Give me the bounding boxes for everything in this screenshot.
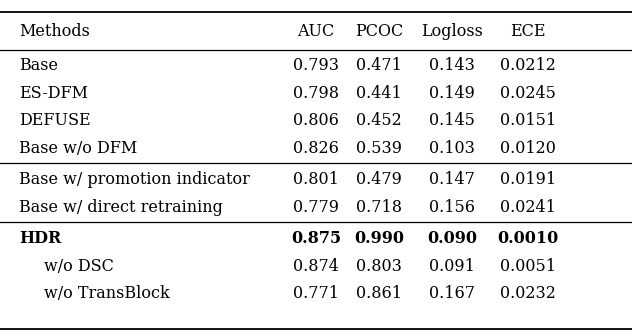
Text: Base w/ direct retraining: Base w/ direct retraining	[19, 199, 223, 216]
Text: 0.861: 0.861	[356, 286, 402, 302]
Text: 0.0245: 0.0245	[500, 85, 556, 101]
Text: Base w/ promotion indicator: Base w/ promotion indicator	[19, 171, 250, 188]
Text: 0.143: 0.143	[429, 57, 475, 74]
Text: 0.803: 0.803	[356, 258, 402, 275]
Text: ECE: ECE	[510, 24, 545, 40]
Text: w/o TransBlock: w/o TransBlock	[44, 286, 170, 302]
Text: PCOC: PCOC	[355, 24, 403, 40]
Text: 0.771: 0.771	[293, 286, 339, 302]
Text: 0.990: 0.990	[354, 230, 404, 247]
Text: HDR: HDR	[19, 230, 61, 247]
Text: 0.875: 0.875	[291, 230, 341, 247]
Text: 0.103: 0.103	[429, 140, 475, 157]
Text: 0.806: 0.806	[293, 112, 339, 129]
Text: 0.0191: 0.0191	[500, 171, 556, 188]
Text: 0.718: 0.718	[356, 199, 402, 216]
Text: 0.0120: 0.0120	[500, 140, 556, 157]
Text: 0.441: 0.441	[356, 85, 402, 101]
Text: Base w/o DFM: Base w/o DFM	[19, 140, 137, 157]
Text: 0.0241: 0.0241	[500, 199, 556, 216]
Text: 0.147: 0.147	[429, 171, 475, 188]
Text: 0.539: 0.539	[356, 140, 402, 157]
Text: 0.779: 0.779	[293, 199, 339, 216]
Text: ES-DFM: ES-DFM	[19, 85, 88, 101]
Text: Methods: Methods	[19, 24, 90, 40]
Text: 0.156: 0.156	[429, 199, 475, 216]
Text: 0.0232: 0.0232	[500, 286, 556, 302]
Text: 0.479: 0.479	[356, 171, 402, 188]
Text: 0.874: 0.874	[293, 258, 339, 275]
Text: 0.801: 0.801	[293, 171, 339, 188]
Text: 0.793: 0.793	[293, 57, 339, 74]
Text: DEFUSE: DEFUSE	[19, 112, 90, 129]
Text: 0.471: 0.471	[356, 57, 402, 74]
Text: 0.149: 0.149	[429, 85, 475, 101]
Text: 0.826: 0.826	[293, 140, 339, 157]
Text: Logloss: Logloss	[421, 24, 483, 40]
Text: Base: Base	[19, 57, 58, 74]
Text: 0.0010: 0.0010	[497, 230, 558, 247]
Text: 0.452: 0.452	[356, 112, 402, 129]
Text: 0.091: 0.091	[429, 258, 475, 275]
Text: 0.798: 0.798	[293, 85, 339, 101]
Text: AUC: AUC	[298, 24, 334, 40]
Text: 0.0051: 0.0051	[500, 258, 556, 275]
Text: 0.167: 0.167	[429, 286, 475, 302]
Text: w/o DSC: w/o DSC	[44, 258, 114, 275]
Text: 0.145: 0.145	[429, 112, 475, 129]
Text: 0.0212: 0.0212	[500, 57, 556, 74]
Text: 0.0151: 0.0151	[500, 112, 556, 129]
Text: 0.090: 0.090	[427, 230, 477, 247]
